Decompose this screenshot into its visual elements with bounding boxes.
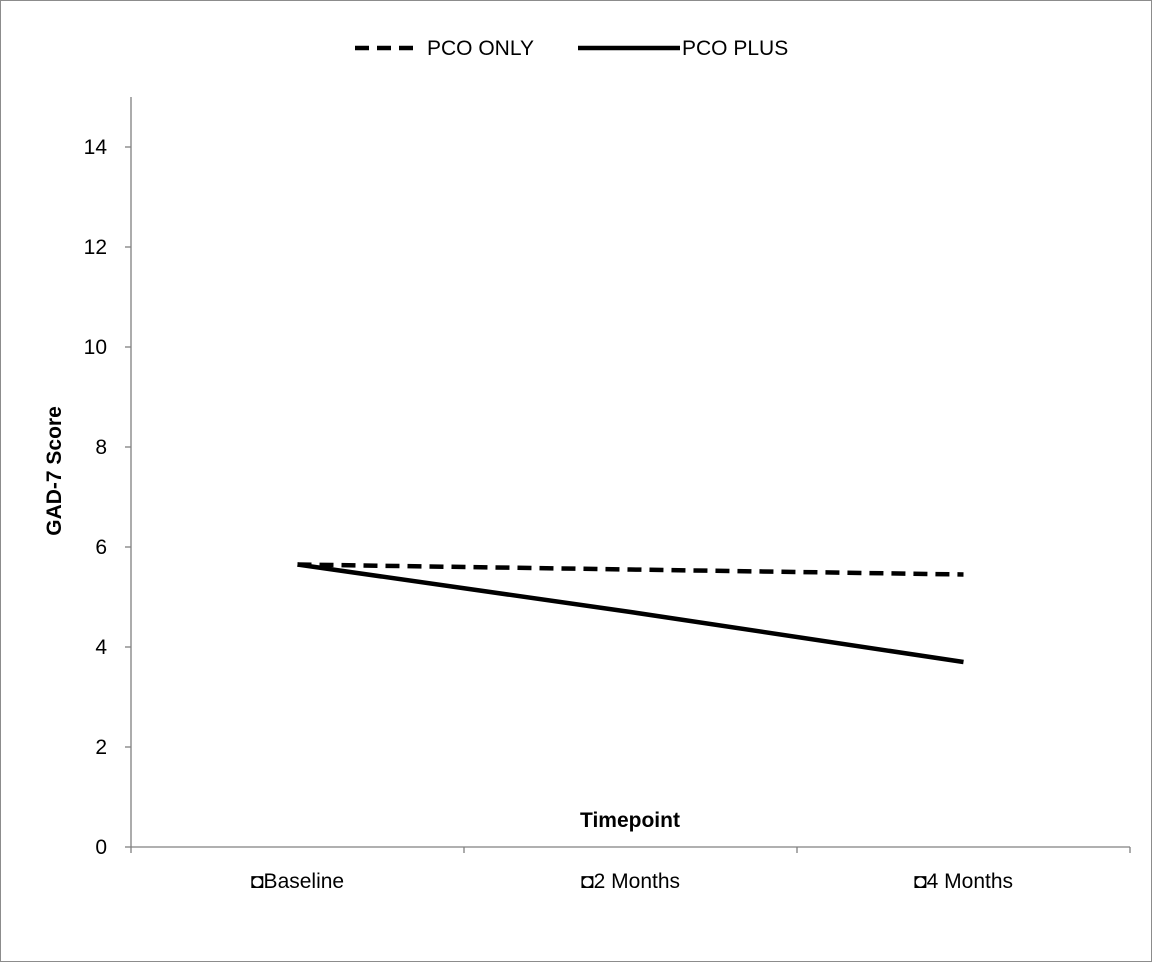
legend-label-pco-only: PCO ONLY — [427, 37, 534, 60]
x-tick-label: ◘Baseline — [251, 870, 344, 893]
y-tick-label: 0 — [95, 836, 107, 859]
x-axis-title: Timepoint — [580, 809, 680, 832]
x-ticks: ◘Baseline ◘2 Months ◘4 Months — [130, 847, 1131, 893]
axes — [130, 97, 1130, 848]
x-tick-label: ◘2 Months — [581, 870, 680, 893]
legend-label-pco-plus: PCO PLUS — [682, 37, 788, 60]
y-tick-label: 4 — [95, 636, 107, 659]
y-tick-label: 12 — [84, 236, 107, 259]
y-ticks: 0 2 4 6 8 10 12 14 — [84, 136, 131, 859]
series-line-pco-plus — [297, 562, 964, 665]
y-axis-title: GAD-7 Score — [43, 406, 66, 536]
series-line-pco-only — [297, 562, 964, 577]
series-layer — [297, 562, 964, 665]
y-tick-label: 10 — [84, 336, 107, 359]
y-tick-label: 6 — [95, 536, 107, 559]
legend: PCO ONLY PCO PLUS — [355, 37, 788, 60]
y-tick-label: 8 — [95, 436, 107, 459]
y-tick-label: 2 — [95, 736, 107, 759]
x-tick-label: ◘4 Months — [914, 870, 1013, 893]
y-tick-label: 14 — [84, 136, 108, 159]
